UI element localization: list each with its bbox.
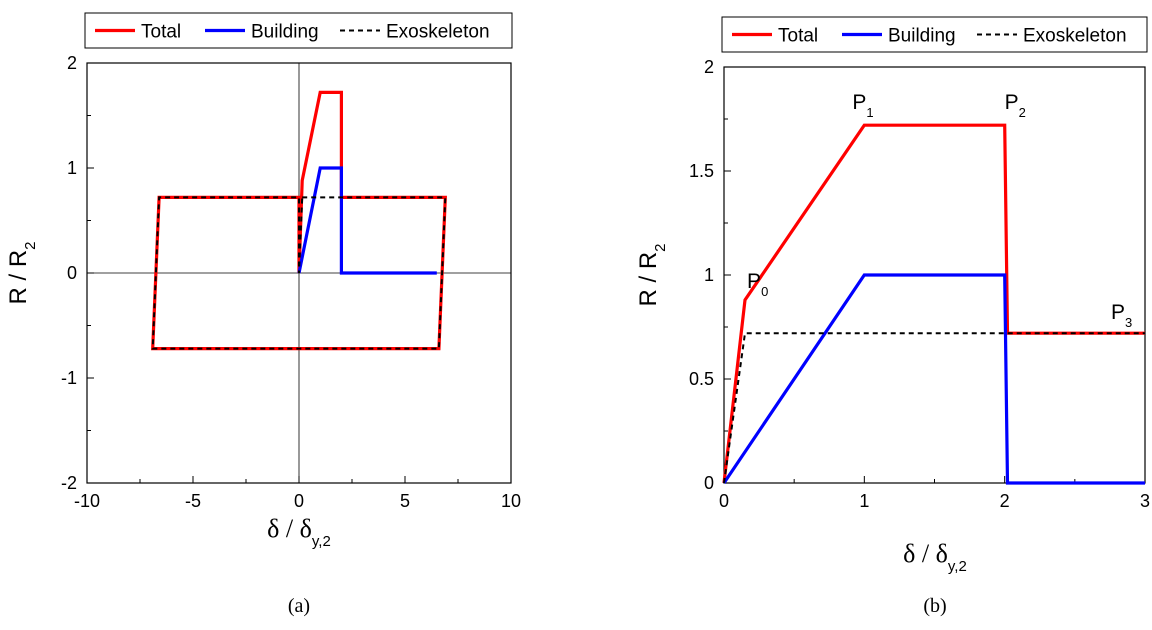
x-tick-label: 3 [1140, 491, 1150, 511]
y-tick-label: 0 [67, 263, 77, 283]
y-tick-label: 1 [67, 158, 77, 178]
y-tick-label: -1 [61, 368, 77, 388]
y-tick-label: 1 [704, 265, 714, 285]
x-tick-label: -10 [74, 491, 100, 511]
annotation-p1: P1 [852, 91, 873, 120]
y-tick-label: 2 [67, 53, 77, 73]
legend-label-exoskeleton: Exoskeleton [386, 22, 490, 43]
y-tick-label: -2 [61, 473, 77, 493]
y-tick-label: 0.5 [689, 369, 714, 389]
x-axis-label: δ / δy,2 [267, 514, 331, 550]
annotation-p2: P2 [1005, 91, 1026, 120]
legend-label-exoskeleton: Exoskeleton [1023, 26, 1127, 47]
legend: Total Building Exoskeleton [721, 16, 1148, 53]
x-tick-label: 2 [1000, 491, 1010, 511]
legend-frame [721, 16, 1148, 53]
x-tick-label: 5 [400, 491, 410, 511]
x-tick-label: 0 [294, 491, 304, 511]
legend-label-total: Total [141, 22, 181, 43]
x-axis-label: δ / δy,2 [903, 539, 967, 575]
y-tick-label: 1.5 [689, 161, 714, 181]
legend-label-building: Building [888, 26, 956, 47]
y-axis-label: R / R2 [635, 243, 669, 306]
annotation-p0: P0 [747, 270, 768, 299]
series-line-building [297, 166, 437, 275]
chart-panel-b: 0 1 2 3 0 0.5 1 1.5 2 P0 P1 P2 P3 R / R2 δ / δy,2 Total… [635, 16, 1150, 617]
panel-caption: (a) [288, 595, 310, 617]
y-tick-label: 0 [704, 473, 714, 493]
legend: Total Building Exoskeleton [84, 12, 513, 49]
panel-caption: (b) [923, 595, 946, 617]
y-axis-label: R / R2 [5, 241, 39, 304]
series-line-exoskeleton [723, 332, 1145, 484]
legend-frame [84, 12, 513, 49]
x-tick-label: 1 [859, 491, 869, 511]
y-tick-label: 2 [704, 57, 714, 77]
legend-label-building: Building [251, 22, 319, 43]
x-tick-label: 10 [501, 491, 521, 511]
legend-label-total: Total [778, 26, 818, 47]
series-line-total [722, 123, 1145, 484]
series-line-building [722, 273, 1145, 485]
x-tick-label: 0 [719, 491, 729, 511]
annotation-p3: P3 [1111, 301, 1132, 330]
x-tick-label: -5 [185, 491, 201, 511]
